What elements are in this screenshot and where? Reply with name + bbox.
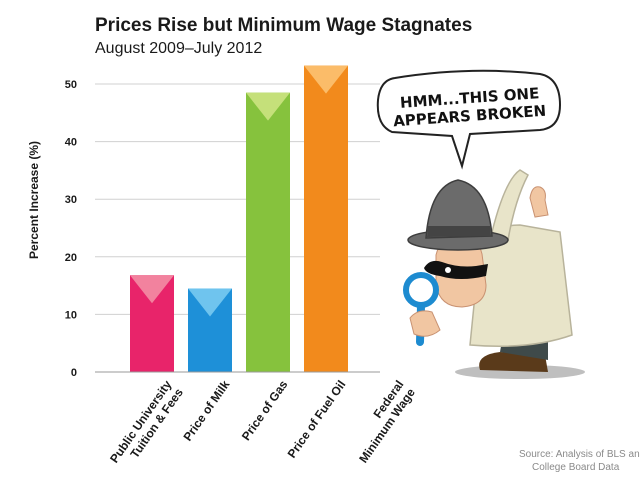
bar (304, 65, 348, 373)
raised-hand (529, 186, 549, 218)
chart-subtitle: August 2009–July 2012 (95, 40, 262, 57)
speech-bubble: HMM...THIS ONE APPEARS BROKEN (376, 69, 562, 170)
eye (445, 267, 451, 273)
detective-illustration (403, 169, 585, 379)
category-label: Price of Milk (180, 377, 232, 443)
y-tick-label: 20 (65, 252, 77, 264)
y-tick-label: 0 (71, 367, 77, 379)
y-axis-label: Percent Increase (%) (27, 141, 41, 259)
y-tick-label: 50 (65, 79, 77, 91)
category-label: Price of Gas (239, 377, 291, 443)
category-label-line: Price of Fuel Oil (285, 378, 349, 461)
bars (130, 65, 348, 373)
y-tick-label: 30 (65, 194, 77, 206)
bar-highlight (304, 65, 348, 94)
source-line-1: Source: Analysis of BLS and (519, 449, 640, 460)
bar-highlight (188, 288, 232, 317)
chart-title: Prices Rise but Minimum Wage Stagnates (95, 15, 472, 36)
y-tick-label: 40 (65, 137, 77, 149)
category-label-line: Price of Gas (239, 377, 291, 443)
bar (246, 92, 290, 372)
bar-highlight (130, 275, 174, 304)
bar-highlight (246, 92, 290, 121)
source-line-2: College Board Data (532, 462, 620, 473)
category-label-line: Price of Milk (180, 377, 232, 443)
hat-band (427, 226, 491, 237)
holding-hand (409, 310, 441, 337)
hat-crown (425, 179, 493, 239)
y-axis-ticks: 0 10 20 30 40 50 (65, 79, 77, 379)
category-label: Price of Fuel Oil (285, 378, 349, 461)
raised-arm (491, 169, 529, 242)
mask (424, 260, 488, 279)
y-tick-label: 10 (65, 309, 77, 321)
